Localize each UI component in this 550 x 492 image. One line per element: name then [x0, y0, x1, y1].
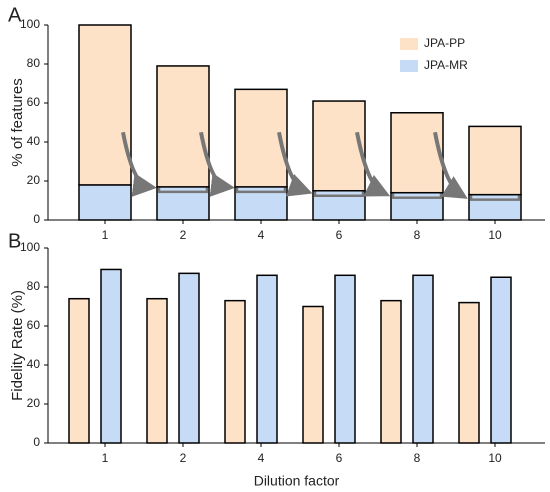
y-tick-label: 60 — [27, 318, 41, 332]
y-tick-label: 40 — [27, 134, 41, 148]
y-tick-label: 0 — [33, 212, 40, 226]
x-tick-label: 2 — [180, 451, 187, 465]
x-tick-label: 6 — [336, 451, 343, 465]
x-tick-label: 2 — [180, 228, 187, 242]
bar — [100, 268, 122, 444]
bar-segment — [78, 24, 132, 186]
bar — [412, 274, 434, 444]
y-tick-label: 80 — [27, 56, 41, 70]
bar-segment — [390, 112, 444, 194]
x-tick-label: 10 — [488, 228, 502, 242]
y-tick-label: 100 — [20, 17, 40, 31]
y-tick-label: 20 — [27, 396, 41, 410]
x-tick-label: 6 — [336, 228, 343, 242]
arrow — [433, 131, 468, 199]
x-tick-label: 10 — [488, 451, 502, 465]
arrow — [277, 131, 313, 197]
y-tick-label: 40 — [27, 357, 41, 371]
bar — [380, 299, 402, 444]
x-tick-label: 4 — [258, 228, 265, 242]
bar-segment — [78, 184, 132, 221]
arrow — [121, 131, 157, 197]
arrow — [355, 131, 391, 197]
bar-segment — [156, 65, 210, 188]
x-tick-label: 8 — [414, 451, 421, 465]
x-axis-label: Dilution factor — [254, 473, 340, 489]
panel-label: B — [8, 230, 21, 252]
bar — [178, 272, 200, 444]
bar-segment — [312, 100, 366, 192]
y-tick-label: 60 — [27, 95, 41, 109]
y-tick-label: 100 — [20, 240, 40, 254]
x-tick-label: 4 — [258, 451, 265, 465]
legend-label: JPA-MR — [424, 58, 468, 72]
legend-label: JPA-PP — [424, 36, 465, 50]
arrow — [199, 131, 235, 197]
x-tick-label: 1 — [102, 451, 109, 465]
legend-swatch — [400, 38, 418, 50]
x-tick-label: 1 — [102, 228, 109, 242]
panel-label: A — [8, 4, 22, 26]
bar-segment — [468, 125, 522, 196]
bar — [68, 297, 90, 444]
bar — [256, 274, 278, 444]
bar — [458, 301, 480, 444]
bar — [146, 297, 168, 444]
bar — [302, 305, 324, 444]
y-tick-label: 80 — [27, 279, 41, 293]
y-tick-label: 20 — [27, 173, 41, 187]
bar — [224, 299, 246, 444]
legend-swatch — [400, 60, 418, 72]
y-tick-label: 0 — [33, 435, 40, 449]
y-axis-label: % of features — [9, 78, 26, 166]
bar — [490, 276, 512, 444]
bar — [334, 274, 356, 444]
y-axis-label: Fidelity Rate (%) — [9, 290, 26, 401]
x-tick-label: 8 — [414, 228, 421, 242]
